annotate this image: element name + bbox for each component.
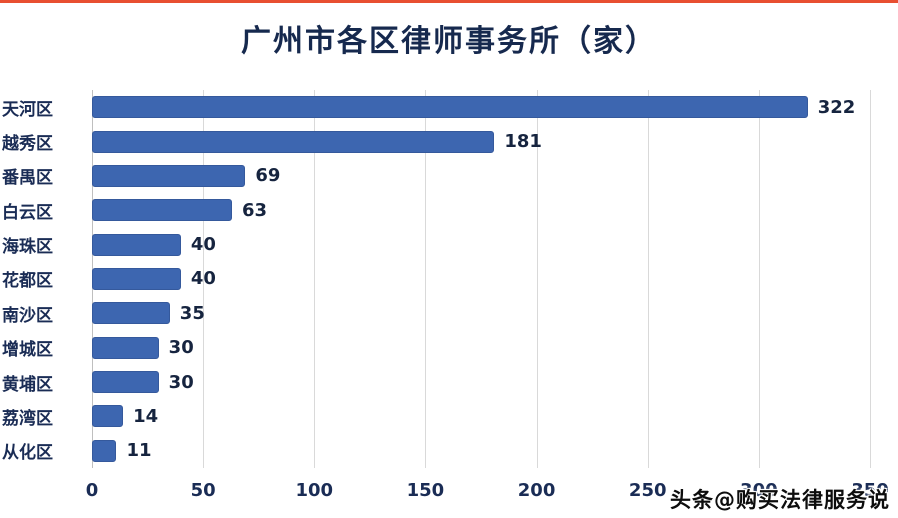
gridline [647,90,649,468]
chart-row: 南沙区 35 [2,296,870,330]
bar-track: 14 [92,399,870,433]
bar [92,130,495,153]
value-label: 14 [133,405,159,427]
gridline [314,90,316,468]
value-label: 40 [190,234,216,256]
chart-row: 海珠区 40 [2,227,870,261]
value-label: 30 [168,371,194,393]
x-axis: 0 50 100 150 200 250 300 350 [86,480,889,506]
bar-track: 63 [92,193,870,227]
x-tick-label: 300 [740,480,778,501]
value-label: 35 [179,302,205,324]
x-tick-label: 150 [406,480,445,501]
bar [92,267,181,290]
category-label: 番禺区 [2,168,53,189]
category-label: 黄埔区 [2,374,53,395]
bar [92,233,181,256]
bar [92,371,159,394]
bar [92,96,808,119]
value-label: 181 [504,131,542,153]
value-label: 63 [242,199,268,221]
bar [92,302,170,325]
bar-chart: 天河区 322 越秀区 181 番禺区 69 白云区 63 海珠区 40 花都区 40 南沙区 35 增城区… [2,90,871,468]
category-label: 荔湾区 [2,408,53,429]
bar [92,439,117,462]
chart-row: 荔湾区 14 [2,399,870,433]
chart-row: 花都区 40 [2,262,870,296]
chart-title: 广州市各区律师事务所（家） [241,24,657,59]
bar-track: 35 [92,296,870,330]
category-label: 越秀区 [2,134,53,155]
x-tick-label: 0 [85,480,99,501]
bar-track: 69 [92,159,870,193]
chart-row: 从化区 11 [2,434,870,468]
category-label: 南沙区 [2,305,53,326]
top-accent-line [0,0,898,3]
bar-track: 40 [92,262,870,296]
gridline [425,90,427,468]
category-label: 花都区 [2,271,53,292]
x-tick-label: 200 [517,480,556,501]
bar-track: 30 [92,331,870,365]
bar-track: 40 [92,227,870,261]
watermark: 头条@购买法律服务说 [670,488,890,512]
value-label: 40 [190,268,216,290]
value-label: 322 [817,96,856,118]
x-tick-label: 350 [851,480,889,501]
bar [92,336,159,359]
category-label: 海珠区 [2,237,53,258]
x-tick-label: 250 [628,480,667,501]
x-tick-label: 100 [295,480,334,501]
chart-row: 番禺区 69 [2,159,870,193]
chart-row: 天河区 322 [2,90,870,124]
gridline [758,90,760,468]
chart-row: 增城区 30 [2,331,870,365]
category-label: 增城区 [2,340,53,361]
bar-track: 30 [92,365,870,399]
bar-track: 322 [92,90,870,124]
chart-rows: 天河区 322 越秀区 181 番禺区 69 白云区 63 海珠区 40 花都区 40 南沙区 35 增城区… [2,90,870,468]
value-label: 69 [255,165,281,187]
bar [92,405,124,428]
gridline [536,90,538,468]
bar [92,164,246,187]
chart-row: 黄埔区 30 [2,365,870,399]
chart-row: 越秀区 181 [2,124,870,158]
bar [92,199,233,222]
bar-track: 11 [92,434,870,468]
category-label: 白云区 [2,202,53,223]
chart-row: 白云区 63 [2,193,870,227]
category-label: 从化区 [2,443,53,464]
value-label: 11 [126,440,152,462]
x-tick-label: 50 [190,480,216,501]
value-label: 30 [168,337,194,359]
gridline [203,90,205,468]
category-label: 天河区 [2,99,53,120]
bar-track: 181 [92,124,870,158]
gridline [870,90,871,468]
